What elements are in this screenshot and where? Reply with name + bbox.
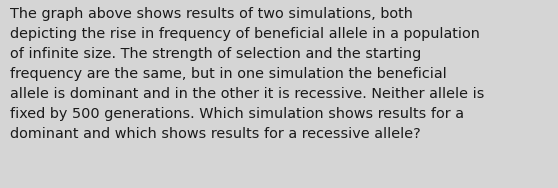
Text: The graph above shows results of two simulations, both
depicting the rise in fre: The graph above shows results of two sim… xyxy=(10,7,484,141)
